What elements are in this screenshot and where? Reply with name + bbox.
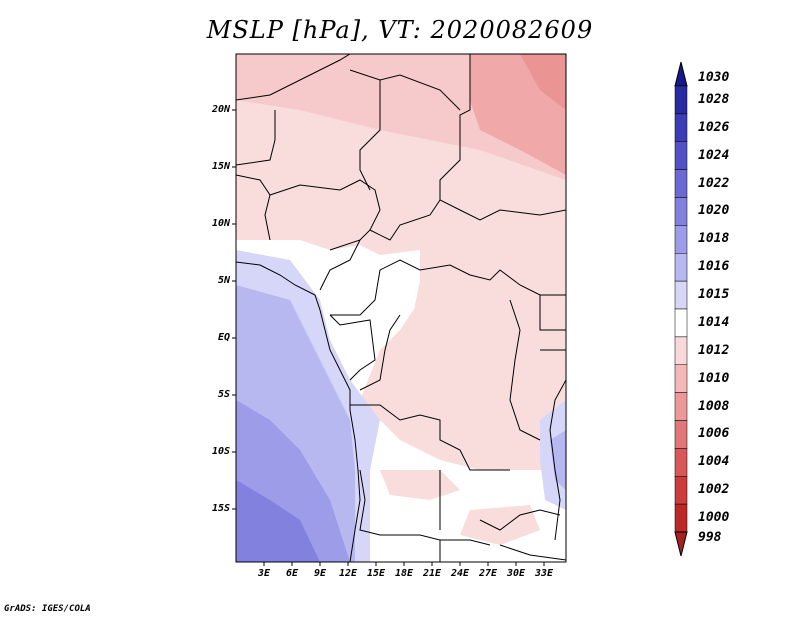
lon-ticks (263, 562, 545, 566)
colorbar-segment (674, 476, 688, 505)
lon-label-6e: 6E (285, 568, 299, 579)
lon-label-18e: 18E (394, 568, 414, 579)
colorbar-label: 1028 (698, 91, 730, 107)
colorbar-label: 1008 (698, 398, 730, 414)
lon-label-21e: 21E (422, 568, 442, 579)
lat-ticks (232, 109, 236, 510)
lat-label-5n: 5N (217, 275, 230, 286)
colorbar-label: 1006 (698, 426, 730, 442)
colorbar-label: 998 (698, 530, 722, 545)
lat-label-10s: 10S (211, 446, 230, 457)
colorbar-segment (674, 503, 688, 533)
colorbar-label: 1000 (698, 510, 730, 526)
colorbar-top-arrow (674, 61, 688, 87)
colorbar-segment (674, 364, 688, 393)
colorbar-label: 1010 (698, 370, 730, 386)
colorbar-label: 1014 (698, 314, 730, 330)
country-borders (236, 54, 566, 562)
lon-label-27e: 27E (478, 568, 498, 579)
grads-credit: GrADS: IGES/COLA (4, 604, 91, 614)
lat-label-eq: EQ (217, 332, 230, 343)
colorbar-segment (674, 141, 688, 170)
colorbar-label: 1012 (698, 342, 730, 358)
lat-label-5s: 5S (217, 389, 230, 400)
colorbar-label: 1024 (698, 147, 730, 163)
lon-label-12e: 12E (338, 568, 358, 579)
colorbar-label: 1026 (698, 119, 730, 135)
lon-label-30e: 30E (506, 568, 526, 579)
lon-label-9e: 9E (313, 568, 327, 579)
colorbar-label: 1004 (698, 454, 730, 470)
colorbar-label: 1018 (698, 231, 730, 247)
colorbar-label: 1002 (698, 482, 730, 498)
lat-label-15n: 15N (211, 161, 230, 172)
colorbar-segment (674, 85, 688, 115)
colorbar-segment (674, 197, 688, 226)
colorbar (674, 61, 688, 557)
colorbar-segment (674, 225, 688, 254)
colorbar-label: 1022 (698, 175, 730, 191)
colorbar-segment (674, 169, 688, 198)
colorbar-segment (674, 253, 688, 282)
colorbar-segment (674, 336, 688, 365)
colorbar-label: 1020 (698, 203, 730, 219)
lon-label-33e: 33E (534, 568, 554, 579)
map-frame (235, 53, 567, 563)
map-title: MSLP [hPa], VT: 2020082609 (206, 16, 594, 44)
lat-label-20n: 20N (211, 104, 230, 115)
lat-label-15s: 15S (211, 503, 230, 514)
colorbar-segment (674, 420, 688, 449)
colorbar-label: 1030 (698, 70, 730, 85)
lon-label-15e: 15E (366, 568, 386, 579)
pressure-field (236, 54, 566, 562)
lon-label-3e: 3E (257, 568, 271, 579)
lat-label-10n: 10N (211, 218, 230, 229)
lon-label-24e: 24E (450, 568, 470, 579)
colorbar-segment (674, 392, 688, 421)
colorbar-segment (674, 280, 688, 310)
colorbar-label: 1016 (698, 259, 730, 275)
colorbar-segment (674, 448, 688, 477)
colorbar-segment (674, 113, 688, 142)
colorbar-bottom-arrow (674, 531, 688, 557)
colorbar-label: 1015 (698, 287, 730, 303)
colorbar-segment (674, 308, 688, 338)
